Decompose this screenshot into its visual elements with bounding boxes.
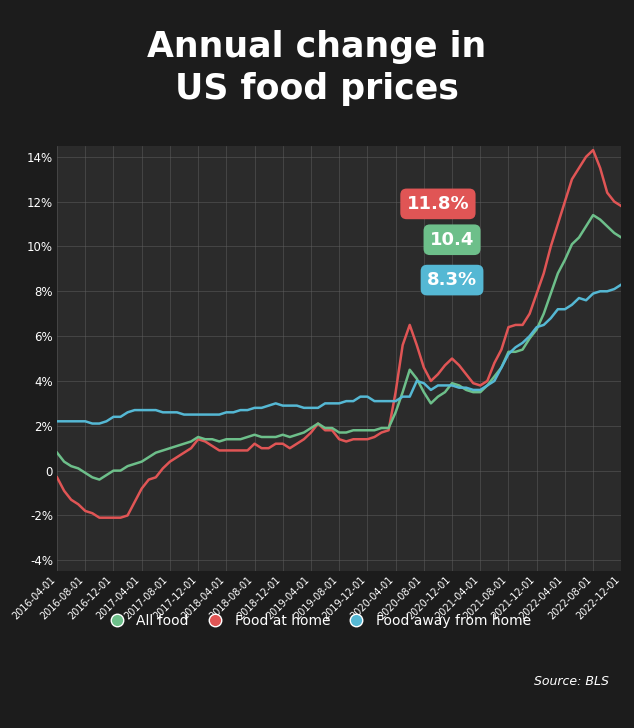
Text: Annual change in
US food prices: Annual change in US food prices: [147, 30, 487, 106]
Text: 8.3%: 8.3%: [427, 271, 477, 289]
Text: 10.4: 10.4: [430, 231, 474, 249]
Legend: All food, Food at home, Food away from home: All food, Food at home, Food away from h…: [98, 608, 536, 633]
Text: Source: BLS: Source: BLS: [534, 675, 609, 688]
Text: 11.8%: 11.8%: [406, 195, 469, 213]
